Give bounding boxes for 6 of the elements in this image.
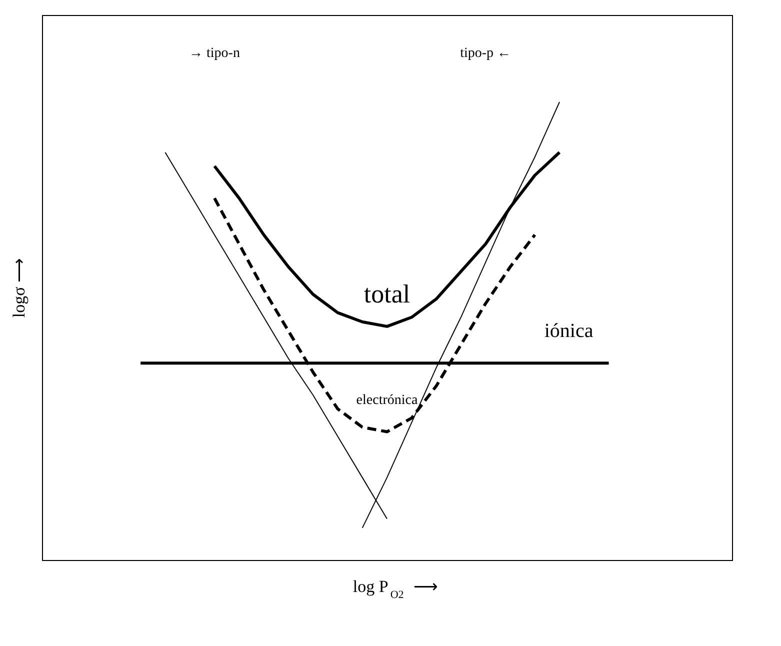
series-label: iónica: [544, 320, 594, 342]
y-axis-title: logσ ⟶: [10, 258, 28, 318]
series-label: electrónica: [356, 392, 418, 408]
text: → tipo-n: [189, 46, 240, 62]
series-label: total: [364, 279, 410, 308]
text: tipo-p ←: [460, 46, 512, 62]
